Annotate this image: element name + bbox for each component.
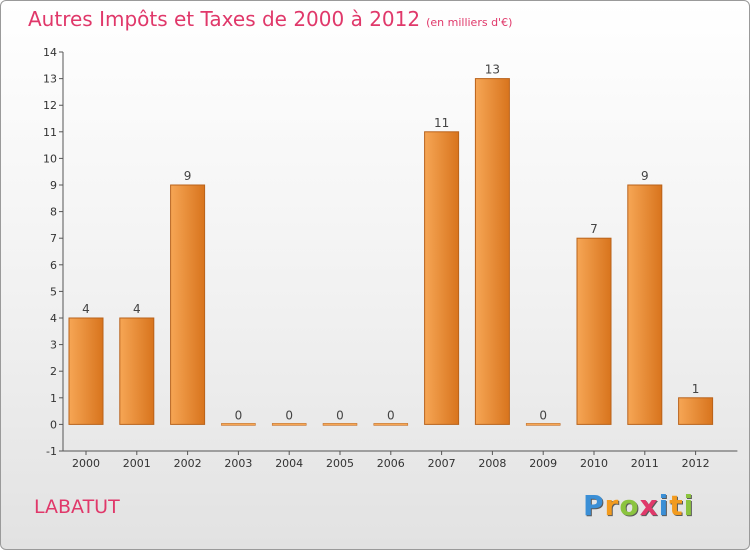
x-tick-label: 2005 xyxy=(326,457,354,470)
bar xyxy=(627,184,663,425)
data-label: 0 xyxy=(285,408,293,422)
y-tick-label: 3 xyxy=(50,339,57,352)
y-tick-label: 6 xyxy=(50,259,57,272)
y-tick-label: 9 xyxy=(50,179,57,192)
data-label: 7 xyxy=(590,222,598,236)
commune-name: LABATUT xyxy=(34,496,120,518)
x-tick-label: 2012 xyxy=(682,457,710,470)
bar xyxy=(424,131,460,425)
proxiti-logo: Proxiti xyxy=(583,489,694,522)
x-tick-label: 2001 xyxy=(123,457,151,470)
y-tick-label: 7 xyxy=(50,232,57,245)
bar xyxy=(271,423,307,426)
bar xyxy=(678,397,714,425)
chart-title: Autres Impôts et Taxes de 2000 à 2012 (en… xyxy=(28,7,512,31)
y-tick-label: 2 xyxy=(50,365,57,378)
data-label: 9 xyxy=(184,169,192,183)
x-tick-label: 2010 xyxy=(580,457,608,470)
data-label: 0 xyxy=(235,408,243,422)
data-label: 13 xyxy=(485,63,500,77)
logo-letter: r xyxy=(604,489,620,522)
logo-letter: i xyxy=(658,489,670,522)
logo-letter: t xyxy=(669,489,684,522)
bar xyxy=(525,423,561,426)
data-label: 0 xyxy=(387,408,395,422)
bar xyxy=(373,423,409,426)
x-tick-label: 2004 xyxy=(275,457,303,470)
x-tick-label: 2007 xyxy=(428,457,456,470)
bar xyxy=(170,184,206,425)
data-label: 4 xyxy=(82,302,90,316)
x-tick-label: 2011 xyxy=(631,457,659,470)
y-tick-label: 13 xyxy=(43,73,57,86)
x-tick-label: 2008 xyxy=(478,457,506,470)
y-tick-label: 14 xyxy=(43,46,57,59)
logo-letter: i xyxy=(683,489,695,522)
bar xyxy=(576,237,612,425)
bar xyxy=(322,423,358,426)
logo-letter: o xyxy=(619,489,640,522)
data-label: 11 xyxy=(434,116,449,130)
title-unit: (en milliers d'€) xyxy=(426,16,513,29)
y-tick-label: 8 xyxy=(50,206,57,219)
x-tick-label: 2002 xyxy=(174,457,202,470)
bar xyxy=(119,317,155,425)
bar xyxy=(474,78,510,425)
data-label: 9 xyxy=(641,169,649,183)
x-tick-label: 2009 xyxy=(529,457,557,470)
title-text: Autres Impôts et Taxes de 2000 à 2012 xyxy=(28,7,421,31)
logo-letter: P xyxy=(583,489,605,522)
bar xyxy=(68,317,104,425)
data-label: 0 xyxy=(336,408,344,422)
y-tick-label: 5 xyxy=(50,285,57,298)
y-tick-label: 1 xyxy=(50,392,57,405)
y-tick-label: 4 xyxy=(50,312,57,325)
x-tick-label: 2000 xyxy=(72,457,100,470)
data-label: 1 xyxy=(692,382,700,396)
y-tick-label: 12 xyxy=(43,99,57,112)
y-tick-label: 11 xyxy=(43,126,57,139)
data-label: 0 xyxy=(539,408,547,422)
y-tick-label: 10 xyxy=(43,152,57,165)
y-tick-label: 0 xyxy=(50,418,57,431)
data-label: 4 xyxy=(133,302,141,316)
x-tick-label: 2006 xyxy=(377,457,405,470)
x-tick-label: 2003 xyxy=(224,457,252,470)
y-tick-label: -1 xyxy=(46,445,57,458)
bar xyxy=(221,423,256,426)
logo-letter: x xyxy=(639,489,659,522)
